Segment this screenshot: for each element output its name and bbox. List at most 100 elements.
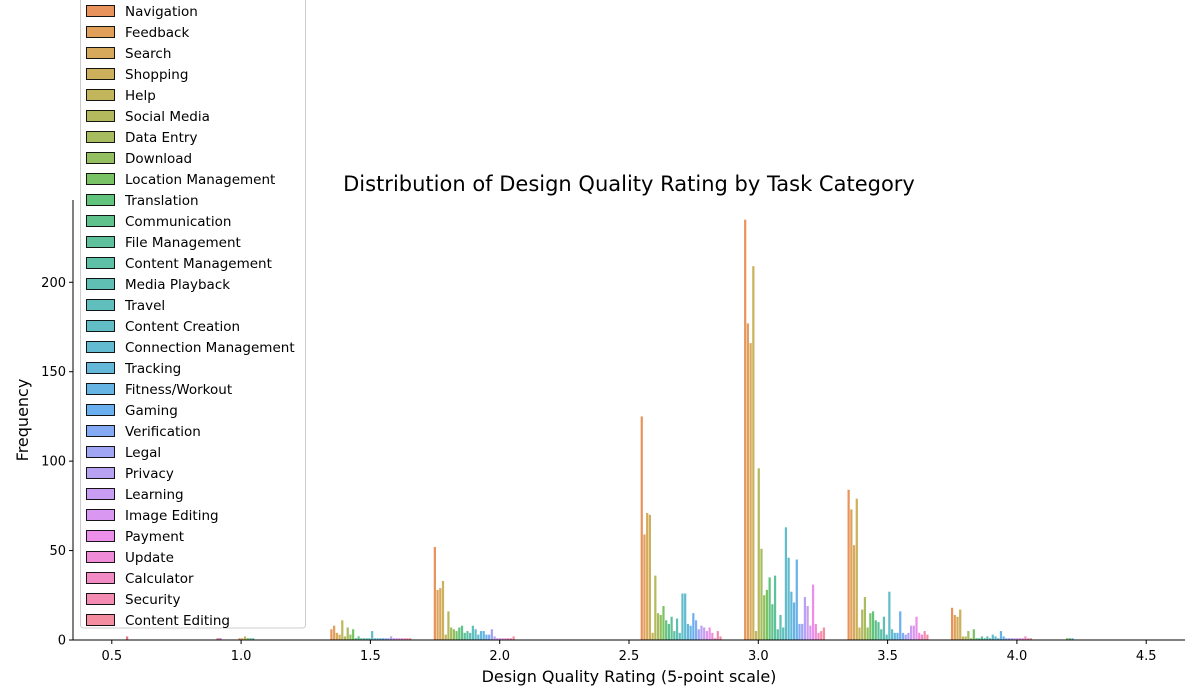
bar-7-20 bbox=[901, 632, 905, 640]
bar-3-28 bbox=[406, 638, 409, 640]
bar-4-5 bbox=[447, 611, 450, 640]
bar-8-12 bbox=[983, 638, 986, 640]
bar-8-29 bbox=[1029, 638, 1032, 640]
bar-3-19 bbox=[381, 638, 385, 640]
bar-6-21 bbox=[801, 623, 804, 640]
bar-7-29 bbox=[926, 634, 929, 640]
bar-3-16 bbox=[373, 638, 376, 640]
bar-7-0 bbox=[847, 489, 850, 640]
bar-6-10 bbox=[771, 604, 774, 640]
bar-6-19 bbox=[795, 559, 798, 640]
bar-4-27 bbox=[507, 638, 510, 640]
bar-5-25 bbox=[708, 627, 711, 640]
bar-4-12 bbox=[466, 631, 469, 640]
bar-4-29 bbox=[512, 636, 515, 640]
legend-label: Content Editing bbox=[125, 613, 230, 629]
bar-7-23 bbox=[909, 625, 913, 640]
legend-label: Calculator bbox=[125, 571, 194, 587]
bar-4-11 bbox=[463, 632, 466, 640]
bar-5-1 bbox=[643, 534, 646, 640]
legend-swatch bbox=[86, 26, 115, 38]
bar-3-10 bbox=[357, 636, 360, 640]
bar-8-23 bbox=[1013, 638, 1016, 640]
bar-2-4 bbox=[249, 638, 252, 640]
bar-5-11 bbox=[670, 616, 673, 640]
bar-8-3 bbox=[959, 609, 962, 640]
bar-4-17 bbox=[479, 631, 483, 640]
bar-7-19 bbox=[899, 611, 902, 640]
x-tick-label: 1.0 bbox=[231, 649, 252, 664]
bar-5-5 bbox=[654, 575, 657, 640]
bar-8-27 bbox=[1024, 636, 1027, 640]
bar-5-29 bbox=[719, 636, 722, 640]
bar-6-5 bbox=[757, 468, 760, 640]
bar-5-15 bbox=[681, 593, 684, 640]
bar-8-22 bbox=[1010, 638, 1013, 640]
bars-layer bbox=[126, 219, 1074, 641]
bar-5-21 bbox=[697, 629, 700, 640]
legend-label: Tracking bbox=[124, 361, 181, 377]
bar-4-18 bbox=[482, 631, 485, 640]
bar-6-4 bbox=[754, 631, 758, 640]
legend-swatch bbox=[86, 131, 115, 143]
bar-6-12 bbox=[776, 629, 779, 640]
bar-3-27 bbox=[403, 638, 406, 640]
bar-4-26 bbox=[504, 638, 507, 640]
legend-label: Social Media bbox=[125, 109, 210, 125]
bar-6-18 bbox=[792, 602, 796, 640]
bar-8-20 bbox=[1005, 638, 1008, 640]
bar-5-28 bbox=[716, 631, 719, 640]
legend-swatch bbox=[86, 320, 115, 332]
bar-7-4 bbox=[858, 627, 861, 640]
bar-8-26 bbox=[1021, 638, 1024, 640]
bar-4-25 bbox=[501, 638, 504, 640]
legend-label: Legal bbox=[125, 445, 161, 461]
bar-4-15 bbox=[474, 629, 477, 640]
legend-label: Data Entry bbox=[125, 130, 197, 146]
bar-3-2 bbox=[335, 632, 338, 640]
bar-7-18 bbox=[896, 632, 899, 640]
bar-7-14 bbox=[885, 634, 888, 640]
bar-5-26 bbox=[711, 632, 714, 640]
legend-swatch bbox=[86, 68, 115, 80]
bar-6-17 bbox=[790, 591, 793, 640]
x-axis-label: Design Quality Rating (5-point scale) bbox=[482, 667, 777, 686]
legend-swatch bbox=[86, 299, 115, 311]
bar-4-6 bbox=[450, 627, 453, 640]
bar-6-8 bbox=[765, 589, 769, 640]
bar-6-28 bbox=[820, 631, 823, 640]
legend-label: Download bbox=[125, 151, 192, 167]
legend-label: File Management bbox=[125, 235, 241, 251]
bar-4-13 bbox=[469, 632, 472, 640]
bar-7-24 bbox=[912, 625, 915, 640]
bar-4-19 bbox=[485, 634, 488, 640]
bar-3-9 bbox=[354, 638, 357, 640]
legend-label: Media Playback bbox=[125, 277, 230, 293]
x-tick-label: 3.5 bbox=[877, 649, 898, 664]
bar-3-14 bbox=[368, 638, 371, 640]
legend-label: Location Management bbox=[125, 172, 275, 188]
bar-4-21 bbox=[490, 629, 493, 640]
bar-3-22 bbox=[390, 636, 393, 640]
bar-7-10 bbox=[874, 620, 877, 640]
bar-3-12 bbox=[362, 638, 366, 640]
bar-7-26 bbox=[918, 632, 921, 640]
bar-1-1 bbox=[219, 638, 222, 640]
bar-8-25 bbox=[1018, 638, 1022, 640]
legend-swatch bbox=[86, 215, 115, 227]
legend-swatch bbox=[86, 593, 115, 605]
legend-label: Update bbox=[125, 550, 174, 566]
bar-8-16 bbox=[994, 636, 997, 640]
bar-3-8 bbox=[352, 629, 355, 640]
bar-4-20 bbox=[488, 634, 491, 640]
x-tick-label: 1.5 bbox=[360, 649, 381, 664]
bar-9-1 bbox=[1068, 638, 1071, 640]
bar-5-27 bbox=[713, 638, 717, 640]
bar-8-4 bbox=[961, 636, 965, 640]
bar-7-6 bbox=[863, 597, 867, 640]
legend-swatch bbox=[86, 236, 115, 248]
legend-swatch bbox=[86, 5, 115, 17]
bar-3-29 bbox=[409, 638, 412, 640]
bar-5-17 bbox=[686, 623, 690, 640]
